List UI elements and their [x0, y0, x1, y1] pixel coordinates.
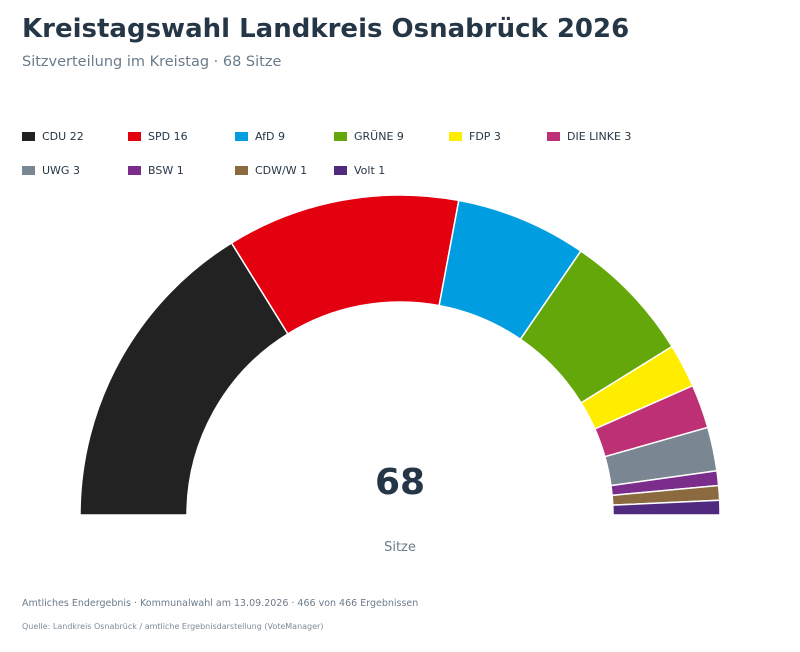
legend-label: BSW 1 — [148, 163, 184, 177]
seat-arc-segment — [612, 499, 721, 516]
seat-arcs — [79, 194, 721, 516]
source-note: Quelle: Landkreis Osnabrück / amtliche E… — [22, 622, 324, 631]
result-footnote: Amtliches Endergebnis · Kommunalwahl am … — [22, 598, 419, 609]
legend: CDU 22 SPD 16 AfD 9 GRÜNE 9 FDP 3 DIE LINKE 3… — [0, 0, 800, 190]
legend-label: GRÜNE 9 — [354, 129, 404, 143]
legend-swatch — [128, 131, 141, 141]
legend-label: UWG 3 — [42, 163, 80, 177]
legend-swatch — [334, 165, 347, 175]
legend-swatch — [128, 165, 141, 175]
legend-swatch — [334, 131, 347, 141]
legend-item: GRÜNE 9 — [334, 128, 404, 144]
legend-label: Volt 1 — [354, 163, 386, 177]
legend-swatch — [547, 131, 560, 141]
legend-item: CDW/W 1 — [235, 162, 307, 178]
legend-item: CDU 22 — [22, 128, 84, 144]
legend-label: AfD 9 — [255, 129, 285, 143]
total-seats-label: Sitze — [384, 540, 416, 555]
legend-swatch — [235, 165, 248, 175]
legend-item: Volt 1 — [334, 162, 385, 178]
seat-chart: 68 Sitze — [79, 194, 721, 555]
legend-item: FDP 3 — [449, 128, 501, 144]
legend-swatch — [449, 131, 462, 141]
legend-item: DIE LINKE 3 — [547, 128, 631, 144]
legend-item: SPD 16 — [128, 128, 188, 144]
legend-item: UWG 3 — [22, 162, 80, 178]
legend-label: CDW/W 1 — [255, 163, 308, 177]
legend-label: DIE LINKE 3 — [567, 129, 632, 143]
legend-label: CDU 22 — [42, 129, 84, 143]
chart-subtitle: Sitzverteilung im Kreistag · 68 Sitze — [22, 54, 282, 70]
legend-label: SPD 16 — [148, 129, 188, 143]
legend-item: AfD 9 — [235, 128, 285, 144]
legend-item: BSW 1 — [128, 162, 184, 178]
legend-swatch — [22, 165, 35, 175]
legend-label: FDP 3 — [469, 129, 501, 143]
legend-swatch — [235, 131, 248, 141]
legend-swatch — [22, 131, 35, 141]
total-seats-value: 68 — [375, 462, 425, 503]
chart-title: Kreistagswahl Landkreis Osnabrück 2026 — [22, 14, 630, 44]
